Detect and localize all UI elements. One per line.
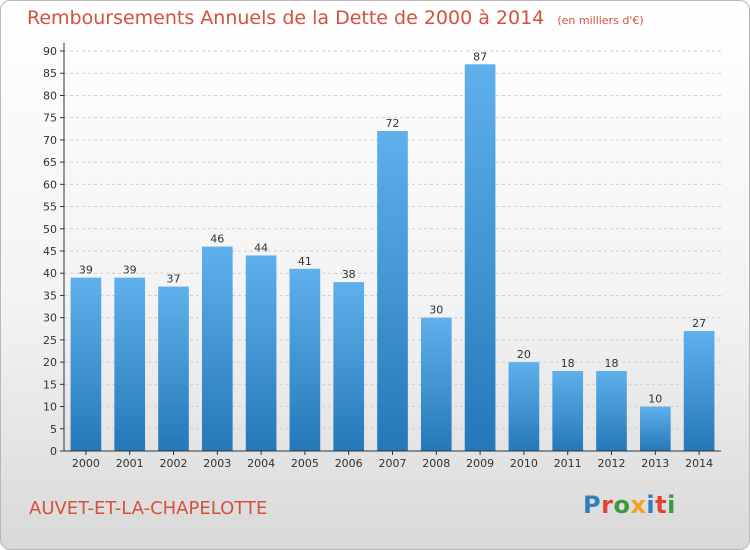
y-tick-label: 75 [43,112,57,125]
data-label: 46 [210,233,224,246]
bar [464,64,496,452]
bar [333,282,365,451]
y-tick-label: 40 [43,267,57,280]
x-tick-label: 2012 [598,457,626,470]
proxiti-logo: Proxiti [583,491,676,519]
data-label: 41 [298,255,312,268]
commune-name: AUVET-ET-LA-CHAPELOTTE [29,498,268,519]
data-label: 18 [605,357,619,370]
y-tick-label: 15 [43,378,57,391]
y-tick-label: 20 [43,356,57,369]
bar [201,246,233,451]
bar [158,286,189,451]
y-tick-label: 90 [43,45,57,58]
x-tick-label: 2006 [335,457,363,470]
y-tick-label: 5 [50,423,57,436]
chart-title-row: Remboursements Annuels de la Dette de 20… [27,7,644,29]
bar [245,255,277,451]
bar [70,277,102,451]
bar [596,371,627,451]
bar [552,371,584,451]
data-label: 38 [342,268,356,281]
data-label: 72 [386,117,400,130]
data-label: 10 [648,393,662,406]
x-tick-label: 2004 [247,457,275,470]
data-label: 39 [123,264,137,277]
x-tick-label: 2008 [422,457,450,470]
data-label: 39 [79,264,93,277]
y-tick-label: 80 [43,89,57,102]
data-label: 30 [429,304,443,317]
x-tick-label: 2013 [641,457,669,470]
y-tick-label: 55 [43,201,57,214]
x-tick-label: 2007 [379,457,407,470]
chart-title: Remboursements Annuels de la Dette de 20… [27,7,545,29]
logo-letter: t [655,491,668,519]
axes: 0 5 10 15 20 25 30 35 40 45 50 55 60 65 70 75 80 85 90 2000… [43,43,721,470]
y-tick-label: 30 [43,312,57,325]
data-label: 18 [561,357,575,370]
y-tick-label: 85 [43,67,57,80]
logo-letter: i [667,491,676,519]
x-tick-label: 2001 [116,457,144,470]
x-tick-label: 2011 [554,457,582,470]
data-label: 20 [517,348,531,361]
x-tick-label: 2003 [203,457,231,470]
y-tick-label: 65 [43,156,57,169]
bar [683,331,715,451]
data-label: 37 [167,273,181,286]
y-tick-label: 25 [43,334,57,347]
data-labels: 39 39 37 46 44 41 38 72 30 87 20 18 18 10 27 [79,50,706,405]
bar [289,268,321,451]
y-tick-label: 45 [43,245,57,258]
bar [420,317,452,451]
x-tick-label: 2009 [466,457,494,470]
bar [114,277,146,451]
x-tick-label: 2005 [291,457,319,470]
data-label: 87 [473,50,487,63]
bar [639,406,671,451]
y-tick-label: 10 [43,401,57,414]
bar [377,131,408,451]
y-tick-label: 0 [50,445,57,458]
y-tick-label: 35 [43,289,57,302]
logo-letter: o [613,491,631,519]
bars [70,64,715,452]
y-tick-label: 50 [43,223,57,236]
logo-letter: r [601,491,614,519]
y-tick-label: 70 [43,134,57,147]
data-label: 27 [692,317,706,330]
logo-letter: P [583,491,602,519]
x-tick-label: 2002 [160,457,188,470]
x-tick-label: 2014 [685,457,713,470]
x-tick-label: 2000 [72,457,100,470]
logo-letter: i [646,491,656,519]
data-label: 44 [254,241,268,254]
logo-letter: x [630,491,647,519]
chart-unit: (en milliers d'€) [557,14,644,27]
y-tick-label: 60 [43,178,57,191]
x-tick-label: 2010 [510,457,538,470]
bar [508,362,540,451]
